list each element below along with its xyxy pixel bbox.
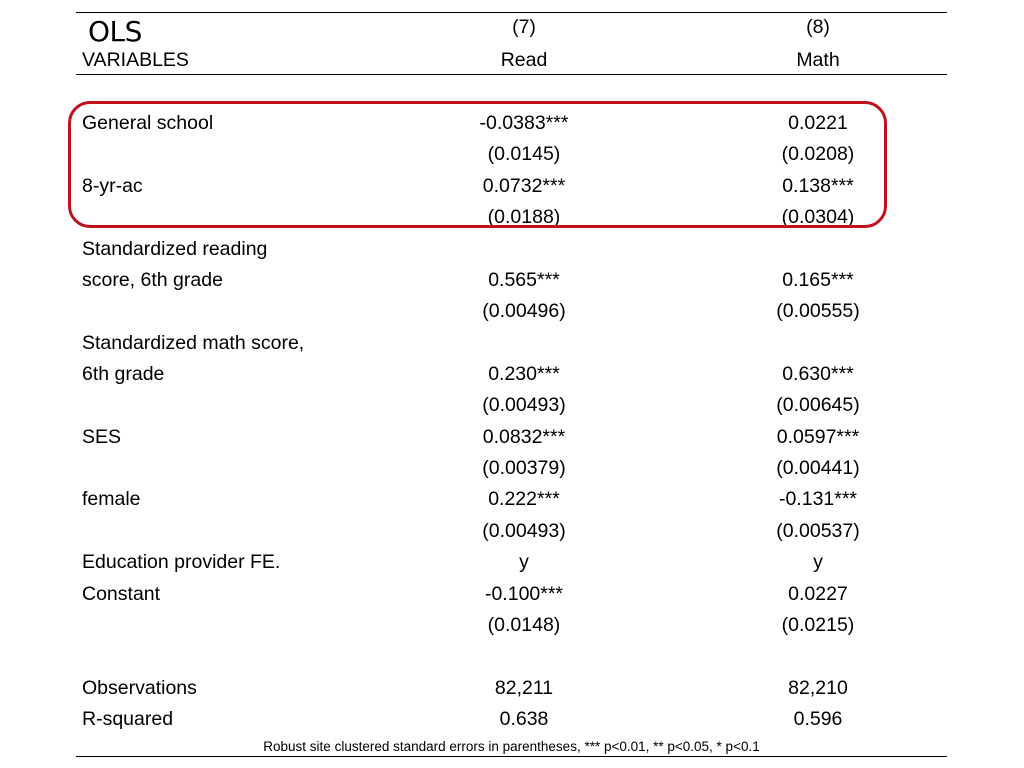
se-std-math-math: (0.00645)	[776, 394, 860, 416]
se-ses-math: (0.00441)	[776, 457, 860, 479]
se-female-read: (0.00493)	[482, 520, 566, 542]
row-label-ses: SES	[82, 426, 122, 448]
row-label-std-reading: score, 6th grade	[82, 269, 223, 291]
row-label-constant: Constant	[82, 583, 161, 605]
coef-general-school-math: 0.0221	[788, 112, 848, 134]
r-squared-math: 0.596	[793, 708, 843, 730]
coef-female-read: 0.222***	[488, 488, 560, 510]
row-label-r-squared: R-squared	[82, 708, 174, 730]
observations-math: 82,210	[788, 677, 848, 699]
table-top-rule	[76, 12, 947, 13]
coef-ses-read: 0.0832***	[482, 426, 566, 448]
coef-female-math: -0.131***	[778, 488, 858, 510]
table-header-rule	[76, 74, 947, 75]
se-constant-read: (0.0148)	[487, 614, 561, 636]
coef-8-yr-ac-read: 0.0732***	[482, 175, 566, 197]
table-bottom-rule	[76, 756, 947, 757]
coef-std-math-read: 0.230***	[488, 363, 560, 385]
coef-ses-math: 0.0597***	[776, 426, 860, 448]
coef-8-yr-ac-math: 0.138***	[782, 175, 854, 197]
se-8-yr-ac-read: (0.0188)	[487, 206, 561, 228]
row-label-std-math-line1: Standardized math score,	[82, 332, 305, 354]
provider-fe-math: y	[813, 551, 823, 573]
se-general-school-math: (0.0208)	[781, 143, 855, 165]
se-ses-read: (0.00379)	[482, 457, 566, 479]
coef-std-reading-read: 0.565***	[488, 269, 560, 291]
col8-number: (8)	[806, 16, 830, 38]
slide-title: OLS	[88, 15, 142, 48]
highlight-box	[68, 101, 887, 228]
col7-name: Read	[500, 49, 548, 71]
se-8-yr-ac-math: (0.0304)	[781, 206, 855, 228]
se-std-reading-read: (0.00496)	[482, 300, 566, 322]
row-label-observations: Observations	[82, 677, 197, 699]
col7-number: (7)	[512, 16, 536, 38]
provider-fe-read: y	[519, 551, 529, 573]
row-label-general-school: General school	[82, 112, 214, 134]
se-general-school-read: (0.0145)	[487, 143, 561, 165]
coef-std-reading-math: 0.165***	[782, 269, 854, 291]
coef-std-math-math: 0.630***	[782, 363, 854, 385]
se-std-reading-math: (0.00555)	[776, 300, 860, 322]
row-label-female: female	[82, 488, 141, 510]
r-squared-read: 0.638	[499, 708, 549, 730]
row-label-provider-fe: Education provider FE.	[82, 551, 281, 573]
se-female-math: (0.00537)	[776, 520, 860, 542]
row-label-std-reading-line1: Standardized reading	[82, 238, 268, 260]
coef-general-school-read: -0.0383***	[479, 112, 569, 134]
variables-header: VARIABLES	[82, 49, 189, 71]
coef-constant-math: 0.0227	[788, 583, 848, 605]
coef-constant-read: -0.100***	[484, 583, 564, 605]
col8-name: Math	[796, 49, 840, 71]
table-footnote: Robust site clustered standard errors in…	[263, 739, 760, 754]
row-label-8-yr-ac: 8-yr-ac	[82, 175, 143, 197]
se-std-math-read: (0.00493)	[482, 394, 566, 416]
observations-read: 82,211	[494, 677, 554, 699]
se-constant-math: (0.0215)	[781, 614, 855, 636]
row-label-std-math: 6th grade	[82, 363, 165, 385]
